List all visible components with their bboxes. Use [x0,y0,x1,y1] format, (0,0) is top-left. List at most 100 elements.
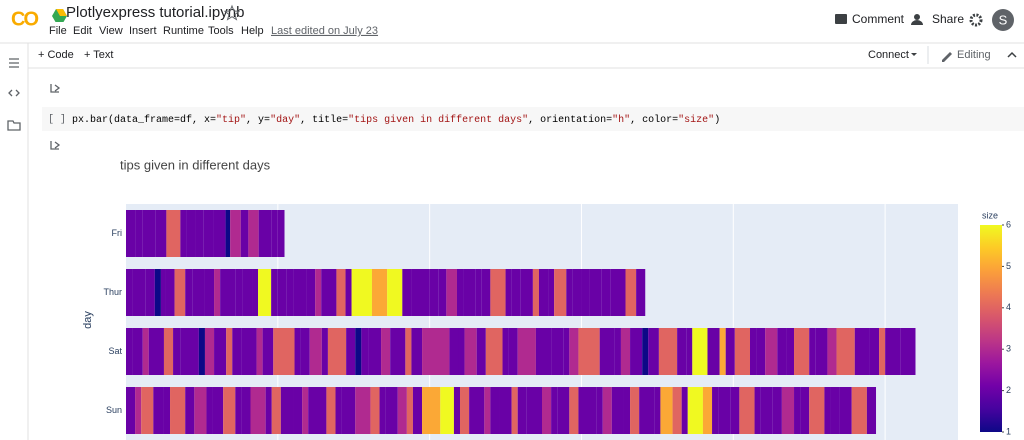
bar-segment [355,328,362,375]
bar-segment [772,387,782,434]
bar-segment [173,328,181,375]
bar-segment [163,387,171,434]
bar-segment [548,269,555,316]
connect-button[interactable]: Connect [868,49,909,61]
bar-segment [485,328,503,375]
colorbar-tick-label: 6 [1006,219,1011,229]
bar-segment [725,328,735,375]
bar-segment [226,328,233,375]
bar-segment [250,387,266,434]
notebook-title[interactable]: Plotlyexpress tutorial.ipynb [66,4,244,21]
connect-caret[interactable] [911,53,917,56]
comment-icon[interactable] [835,14,847,24]
last-edited[interactable]: Last edited on July 23 [271,25,378,37]
bar-segment [739,387,755,434]
settings-icon[interactable] [969,13,983,27]
files-icon[interactable] [7,120,21,131]
colorbar-tick-label: 5 [1006,261,1011,271]
avatar[interactable] [992,9,1014,31]
collapse-icon[interactable] [1007,51,1017,58]
bar-segment [460,387,470,434]
add-code-button[interactable]: + Code [38,49,74,61]
comment-button[interactable]: Comment [852,12,905,26]
toc-icon[interactable] [9,58,19,68]
logo: CO [11,8,38,30]
bar-segment [517,387,527,434]
menu-item[interactable]: Help [241,25,264,37]
bar-segment [154,269,161,316]
bar-segment [185,387,195,434]
add-text-button[interactable]: + Text [84,49,113,61]
bar-segment [192,269,205,316]
bar-segment [405,328,412,375]
bar-segment [707,328,720,375]
bar-segment [630,328,643,375]
code-string: "tips given in different days" [348,114,528,126]
bar-segment [286,269,294,316]
code-line: px.bar(data_frame=df, x="tip", y="day", … [72,114,720,126]
bar-segment [602,387,612,434]
bar-segment [578,387,597,434]
bar-segment [885,328,901,375]
bar-segment [273,328,295,375]
code-snippets-icon[interactable] [8,89,20,97]
star-icon[interactable] [223,4,241,21]
bar-segment [490,387,500,434]
menu-item[interactable]: Tools [208,25,234,37]
code-text: , orientation= [528,114,612,126]
cell-run-marker[interactable]: [ ] [48,114,66,126]
bar-segment [777,328,787,375]
bar-segment [794,328,810,375]
bar-segment [148,328,164,375]
share-button[interactable]: Share [932,12,964,26]
bar-segment [214,328,227,375]
bar-segment [277,210,285,257]
bar-segment [225,210,231,257]
bar-segment [258,210,272,257]
bar-segment [636,269,646,316]
header [0,0,1024,42]
bar-segment [440,387,454,434]
menu-item[interactable]: File [49,25,67,37]
bar-segment [327,328,347,375]
bar-segment [484,387,491,434]
bar-segment [476,328,486,375]
bar-segment [204,269,215,316]
bar-segment [449,328,459,375]
bar-segment [379,387,386,434]
code-cell[interactable] [42,107,1024,131]
bar-segment [271,269,278,316]
menu-item[interactable]: Edit [73,25,92,37]
bar-segment [335,387,342,434]
bar-segment [718,387,731,434]
bar-segment [869,328,880,375]
bar-segment [265,387,272,434]
bar-segment [794,387,801,434]
menu-item[interactable]: View [99,25,123,37]
edit-icon [942,52,952,62]
bar-segment [554,269,567,316]
bar-segment [502,328,509,375]
bar-segment [866,387,877,434]
bar-segment [517,328,536,375]
bar-segment [180,210,187,257]
bar-segment [611,387,624,434]
drive-icon-part [56,9,67,16]
bar-segment [397,387,407,434]
bar-segment [511,269,521,316]
bar-segment [551,387,558,434]
bar-segment [355,387,371,434]
bar-segment [126,210,136,257]
menu-item[interactable]: Insert [129,25,157,37]
bar-segment [569,328,579,375]
bar-segment [786,328,795,375]
bar-segment [258,269,272,316]
bar-segment [463,269,476,316]
colorbar-tick-label: 3 [1006,344,1011,354]
share-icon[interactable] [914,14,920,20]
editing-mode[interactable]: Editing [957,49,991,61]
menu-item[interactable]: Runtime [163,25,204,37]
bar-segment [300,328,310,375]
bar-segment [198,328,205,375]
